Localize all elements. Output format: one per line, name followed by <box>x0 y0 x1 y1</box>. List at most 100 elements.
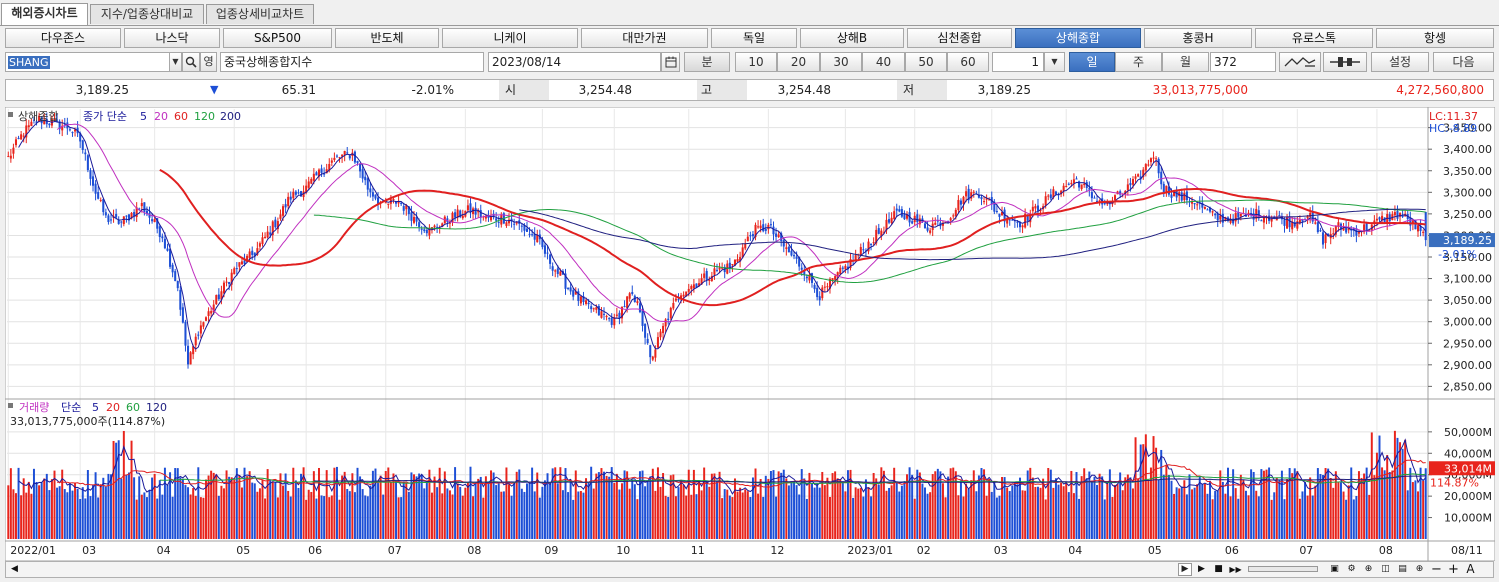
capture-icon[interactable]: ◫ <box>1381 564 1390 574</box>
zoom-in-icon[interactable]: ⊕ <box>1415 564 1424 574</box>
candle-body <box>1211 211 1214 213</box>
zoom-plus-icon[interactable]: + <box>1448 562 1459 577</box>
candle-body <box>854 255 857 261</box>
print-icon[interactable]: ▤ <box>1398 564 1407 574</box>
bar-count-field[interactable]: 372 <box>1210 52 1276 72</box>
tab-overseas-chart[interactable]: 해외증시차트 <box>1 3 88 25</box>
tick-count-field[interactable]: 1 <box>992 52 1044 72</box>
line-chart-type-icon[interactable] <box>1279 52 1321 72</box>
candle-body <box>264 236 267 239</box>
volume-bar <box>921 483 924 539</box>
search-icon[interactable] <box>182 52 200 72</box>
market-button-sp500[interactable]: S&P500 <box>223 28 332 48</box>
period-day-button[interactable]: 일 <box>1069 52 1115 72</box>
market-button-semiconductor[interactable]: 반도체 <box>335 28 439 48</box>
volume-bar <box>518 469 521 539</box>
crosshair-icon[interactable]: ⊕ <box>1364 564 1373 574</box>
volume-bar <box>662 473 665 539</box>
volume-bar <box>531 467 534 539</box>
market-button-hangseng[interactable]: 항셍 <box>1376 28 1494 48</box>
minute-20-button[interactable]: 20 <box>777 52 820 72</box>
market-button-nasdaq[interactable]: 나스닥 <box>124 28 220 48</box>
market-button-eurostoxx[interactable]: 유로스톡 <box>1255 28 1373 48</box>
candle-body <box>585 300 588 304</box>
volume-bar <box>1147 479 1150 539</box>
market-button-shanghai-b[interactable]: 상해B <box>800 28 904 48</box>
candle-body <box>1291 221 1294 230</box>
calendar-icon[interactable] <box>661 52 680 72</box>
minute-60-button[interactable]: 60 <box>947 52 989 72</box>
screenshot-icon[interactable]: ▣ <box>1330 564 1339 574</box>
minute-button[interactable]: 분 <box>684 52 730 72</box>
candle-body <box>377 197 380 204</box>
font-icon[interactable]: A <box>1466 562 1475 576</box>
fast-forward-icon[interactable]: ▶▶ <box>1229 565 1242 574</box>
tool-settings-icon[interactable]: ⚙ <box>1347 564 1356 574</box>
volume-bar <box>936 468 939 539</box>
volume-bar <box>1006 487 1009 539</box>
volume-bar <box>153 473 156 539</box>
candle-body <box>220 291 223 300</box>
candle-chart-type-icon[interactable] <box>1323 52 1367 72</box>
period-week-button[interactable]: 주 <box>1115 52 1162 72</box>
candle-body <box>420 228 423 230</box>
zoom-slider[interactable] <box>1248 566 1318 572</box>
candle-body <box>212 304 215 313</box>
scroll-left-icon[interactable]: ◀ <box>11 564 18 574</box>
settings-button[interactable]: 설정 <box>1371 52 1429 72</box>
volume-bar <box>1396 437 1399 539</box>
minute-30-button[interactable]: 30 <box>820 52 862 72</box>
tick-dropdown-arrow-icon[interactable]: ▼ <box>1044 52 1065 72</box>
volume-bar <box>561 490 564 539</box>
stop-icon[interactable]: ■ <box>1214 564 1223 574</box>
minute-10-button[interactable]: 10 <box>735 52 777 72</box>
candle-body <box>120 221 123 223</box>
volume-bar <box>179 477 182 539</box>
market-button-germany[interactable]: 독일 <box>711 28 797 48</box>
tab-sector-detail[interactable]: 업종상세비교차트 <box>206 4 314 24</box>
market-button-nikkei[interactable]: 니케이 <box>442 28 578 48</box>
candle-body <box>507 219 511 224</box>
horizontal-scrollbar[interactable] <box>5 561 1494 578</box>
date-field[interactable]: 2023/08/14 <box>488 52 661 72</box>
period-month-button[interactable]: 월 <box>1162 52 1209 72</box>
volume-bar <box>590 466 593 539</box>
volume-bar <box>1049 469 1052 539</box>
market-button-shanghai-composite[interactable]: 상해종합 <box>1015 28 1141 48</box>
volume-bar <box>58 486 61 539</box>
price-tick-label: 3,350.00 <box>1443 165 1492 178</box>
volume-bar <box>1101 476 1104 539</box>
volume-bar <box>849 469 852 539</box>
candle-body <box>1083 183 1086 186</box>
volume-bar <box>669 475 672 539</box>
english-toggle-button[interactable]: 영 <box>200 52 217 72</box>
market-button-hongkong-h[interactable]: 홍콩H <box>1144 28 1252 48</box>
candle-body <box>1419 225 1422 231</box>
volume-bar <box>1283 499 1286 539</box>
tab-index-compare[interactable]: 지수/업종상대비교 <box>90 4 204 24</box>
symbol-select[interactable]: SHANG <box>5 52 170 72</box>
minute-40-button[interactable]: 40 <box>862 52 905 72</box>
volume-bar <box>333 467 336 539</box>
volume-bar <box>1365 467 1368 539</box>
candle-body <box>834 276 837 280</box>
down-arrow-icon: ▼ <box>210 83 219 96</box>
market-button-taiwan[interactable]: 대만가권 <box>581 28 708 48</box>
minute-50-button[interactable]: 50 <box>905 52 947 72</box>
market-button-shenzhen[interactable]: 심천종합 <box>907 28 1012 48</box>
play-icon[interactable]: ▶ <box>1198 564 1205 574</box>
market-button-dow[interactable]: 다우존스 <box>5 28 121 48</box>
candle-body <box>251 250 254 255</box>
candle-body <box>1191 201 1194 204</box>
symbol-dropdown-arrow-icon[interactable]: ▼ <box>169 52 182 72</box>
volume-bar <box>687 469 690 539</box>
price-volume-chart[interactable]: 3,450.00 3,400.00 3,350.00 3,300.00 3,250.00… <box>5 107 1495 561</box>
volume-bar <box>970 480 973 539</box>
volume-bar <box>1211 499 1214 539</box>
volume-bar <box>1278 479 1281 539</box>
next-button[interactable]: 다음 <box>1433 52 1494 72</box>
volume-bar <box>74 482 77 539</box>
scroll-right-icon[interactable]: ▶ <box>1178 563 1192 576</box>
zoom-out-icon[interactable]: − <box>1431 562 1442 577</box>
volume-bar <box>448 490 451 539</box>
